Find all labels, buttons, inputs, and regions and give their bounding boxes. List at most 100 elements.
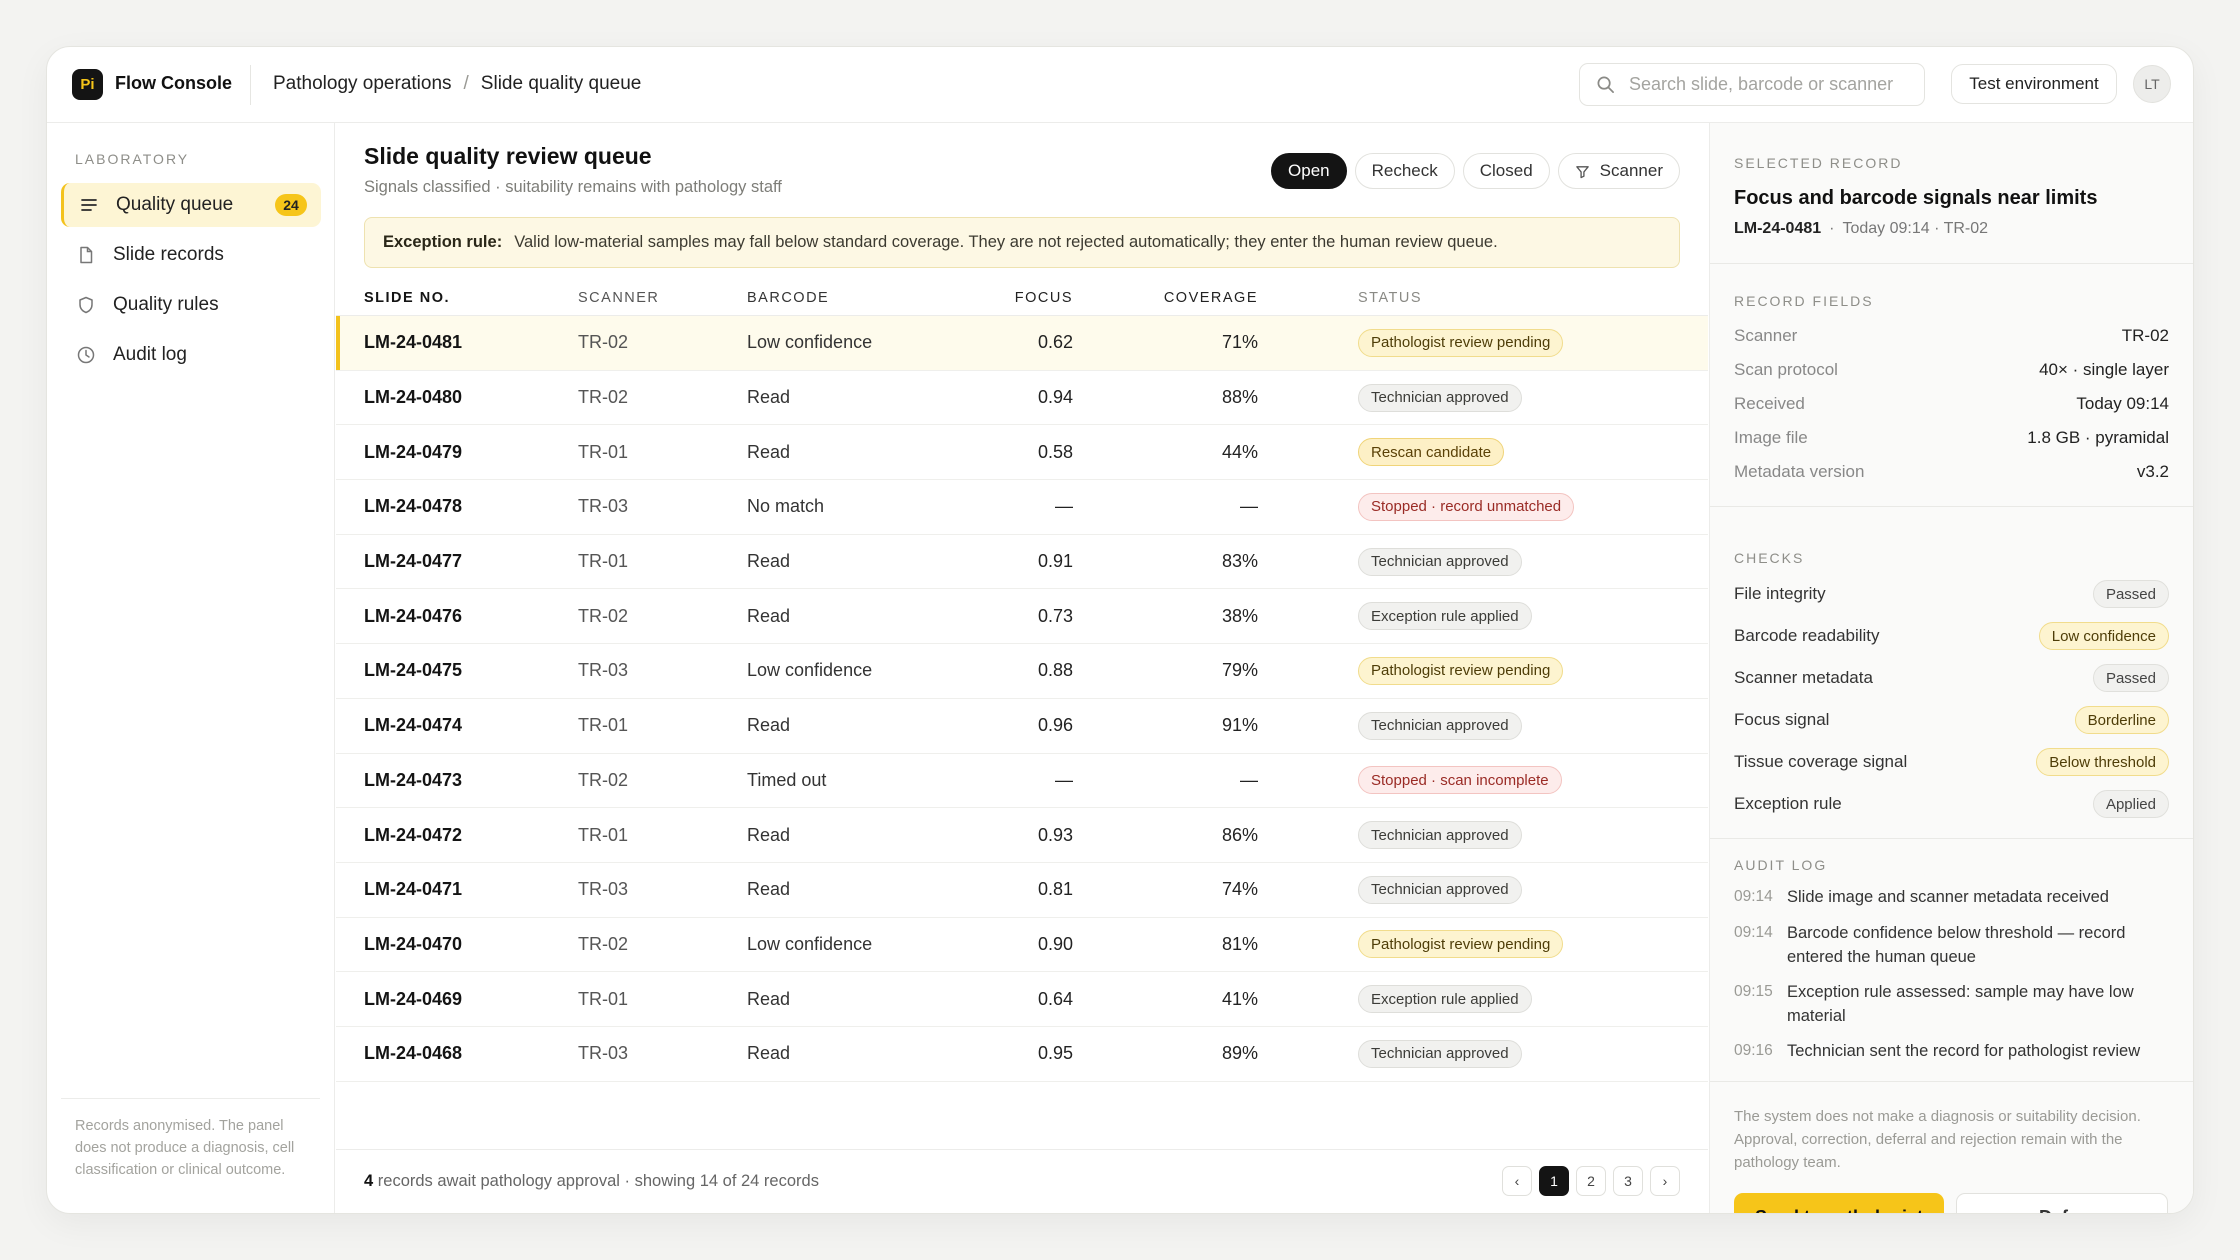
record-meta-text: Today 09:14 · TR-02 [1842, 220, 1989, 237]
disclaimer-note: The system does not make a diagnosis or … [1734, 1108, 2141, 1171]
environment-button[interactable]: Test environment [1951, 64, 2117, 104]
defer-button[interactable]: Defer [1956, 1193, 2168, 1213]
check-scanner-metadata: Scanner metadata Passed [1734, 657, 2169, 699]
search-input[interactable] [1629, 74, 1899, 95]
field-value: 40× · single layer [2039, 360, 2169, 379]
filter-closed[interactable]: Closed [1462, 153, 1550, 189]
sidebar-item-quality-queue[interactable]: Quality queue 24 [61, 183, 321, 227]
filter-icon [1575, 165, 1589, 178]
audit-entry: 09:15 Exception rule assessed: sample may… [1734, 980, 2173, 1028]
status-badge: Technician approved [1358, 875, 1522, 904]
field-value: v3.2 [2136, 462, 2169, 481]
breadcrumb: Pathology operations / Slide quality que… [273, 73, 641, 95]
column-header-slide[interactable]: SLIDE NO. [364, 289, 451, 306]
footer-summary-text: records await pathology approval · showi… [377, 1172, 819, 1190]
search-box[interactable] [1579, 63, 1925, 106]
field-scanner: Scanner TR-02 [1734, 319, 2169, 353]
sidebar-item-audit-log[interactable]: Audit log [61, 333, 321, 377]
breadcrumb-section[interactable]: Pathology operations [273, 73, 452, 94]
audit-time: 09:15 [1734, 983, 1773, 1000]
table-row[interactable]: LM-24-0471 TR-03 Read 0.81 74% Technician app… [336, 863, 1708, 918]
coverage-cell: 74% [1221, 879, 1258, 900]
table-row[interactable]: LM-24-0473 TR-02 Timed out — — Stopped · scan… [336, 754, 1708, 809]
sidebar-item-label: Audit log [113, 344, 187, 365]
next-page-button[interactable]: › [1650, 1166, 1680, 1196]
audit-text: Exception rule assessed: sample may have… [1787, 983, 2134, 1025]
detail-panel: SELECTED RECORD Focus and barcode signal… [1709, 123, 2193, 1213]
scanner-cell: TR-03 [578, 879, 629, 900]
page-2-button[interactable]: 2 [1576, 1166, 1606, 1196]
barcode-cell: Read [747, 824, 791, 845]
status-badge: Pathologist review pending [1358, 328, 1564, 357]
table-body: LM-24-0481 TR-02 Low confidence 0.62 71% Path… [336, 316, 1708, 1082]
table-row[interactable]: LM-24-0479 TR-01 Read 0.58 44% Rescan candida… [336, 425, 1708, 481]
focus-cell: 0.88 [1037, 660, 1073, 681]
table-row[interactable]: LM-24-0470 TR-02 Low confidence 0.90 81% Path… [336, 918, 1708, 973]
checks-heading: CHECKS [1734, 550, 1805, 566]
field-value: 1.8 GB · pyramidal [2027, 428, 2169, 447]
page-3-button[interactable]: 3 [1613, 1166, 1643, 1196]
table-row[interactable]: LM-24-0474 TR-01 Read 0.96 91% Technician app… [336, 699, 1708, 754]
focus-cell: 0.94 [1037, 387, 1073, 408]
app-title: Flow Console [115, 73, 232, 93]
column-header-coverage[interactable]: COVERAGE [1163, 289, 1258, 306]
check-label: Exception rule [1734, 794, 1842, 813]
filter-open[interactable]: Open [1271, 153, 1347, 189]
barcode-cell: Low confidence [747, 332, 873, 353]
barcode-cell: Timed out [747, 769, 827, 790]
scanner-cell: TR-03 [578, 496, 629, 517]
table-row[interactable]: LM-24-0480 TR-02 Read 0.94 88% Technician app… [336, 371, 1708, 426]
field-scan-protocol: Scan protocol 40× · single layer [1734, 353, 2169, 387]
audit-time: 09:16 [1734, 1042, 1773, 1059]
table-row[interactable]: LM-24-0477 TR-01 Read 0.91 83% Technician app… [336, 535, 1708, 590]
sidebar-item-quality-rules[interactable]: Quality rules [61, 283, 321, 327]
barcode-cell: Read [747, 715, 791, 736]
coverage-cell: 83% [1221, 551, 1258, 572]
table-row[interactable]: LM-24-0469 TR-01 Read 0.64 41% Exception rule… [336, 972, 1708, 1027]
focus-cell: 0.93 [1037, 824, 1073, 845]
filter-recheck[interactable]: Recheck [1354, 153, 1455, 189]
focus-cell: 0.90 [1037, 933, 1073, 954]
scanner-cell: TR-01 [578, 988, 629, 1009]
send-to-pathologist-button[interactable]: Send to pathologist [1734, 1193, 1944, 1213]
check-badge: Borderline [2074, 706, 2169, 734]
table-row[interactable]: LM-24-0475 TR-03 Low confidence 0.88 79% Path… [336, 644, 1708, 699]
scanner-cell: TR-01 [578, 715, 629, 736]
column-header-focus[interactable]: FOCUS [1014, 289, 1073, 306]
field-label: Received [1734, 394, 1805, 413]
record-fields-heading: RECORD FIELDS [1734, 293, 1874, 309]
check-badge: Passed [2092, 580, 2169, 608]
field-label: Scan protocol [1734, 360, 1838, 379]
page-title: Slide quality review queue [364, 143, 652, 169]
coverage-cell: 91% [1221, 715, 1258, 736]
focus-cell: 0.58 [1037, 441, 1073, 462]
pending-count: 4 [364, 1172, 374, 1190]
scanner-cell: TR-02 [578, 387, 629, 408]
table-row[interactable]: LM-24-0468 TR-03 Read 0.95 89% Technician app… [336, 1027, 1708, 1082]
sidebar-item-label: Quality rules [113, 294, 219, 315]
column-header-barcode[interactable]: BARCODE [747, 289, 830, 306]
sidebar-item-slide-records[interactable]: Slide records [61, 233, 321, 277]
status-badge: Rescan candidate [1358, 438, 1505, 467]
page-1-button[interactable]: 1 [1539, 1166, 1569, 1196]
avatar[interactable]: LT [2133, 65, 2171, 103]
filter-scanner-label: Scanner [1599, 161, 1663, 180]
top-divider [250, 65, 251, 105]
slide-number: LM-24-0479 [364, 441, 463, 462]
check-barcode-readability: Barcode readability Low confidence [1734, 615, 2169, 657]
table-row[interactable]: LM-24-0472 TR-01 Read 0.93 86% Technician app… [336, 808, 1708, 863]
status-badge: Exception rule applied [1358, 985, 1532, 1014]
slide-number: LM-24-0475 [364, 660, 463, 681]
record-meta: LM-24-0481 · Today 09:14 · TR-02 [1734, 220, 1988, 238]
prev-page-button[interactable]: ‹ [1502, 1166, 1532, 1196]
focus-cell: 0.91 [1037, 551, 1073, 572]
table-row[interactable]: LM-24-0476 TR-02 Read 0.73 38% Exception rule… [336, 589, 1708, 645]
table-row[interactable]: LM-24-0478 TR-03 No match — — Stopped · recor… [336, 480, 1708, 535]
coverage-cell: 86% [1221, 824, 1258, 845]
table-row[interactable]: LM-24-0481 TR-02 Low confidence 0.62 71% Path… [336, 316, 1708, 371]
focus-cell: 0.64 [1037, 988, 1073, 1009]
filter-scanner[interactable]: Scanner [1557, 153, 1680, 189]
column-header-scanner[interactable]: SCANNER [578, 289, 660, 306]
column-header-status[interactable]: STATUS [1358, 289, 1423, 306]
check-label: Scanner metadata [1734, 668, 1873, 687]
